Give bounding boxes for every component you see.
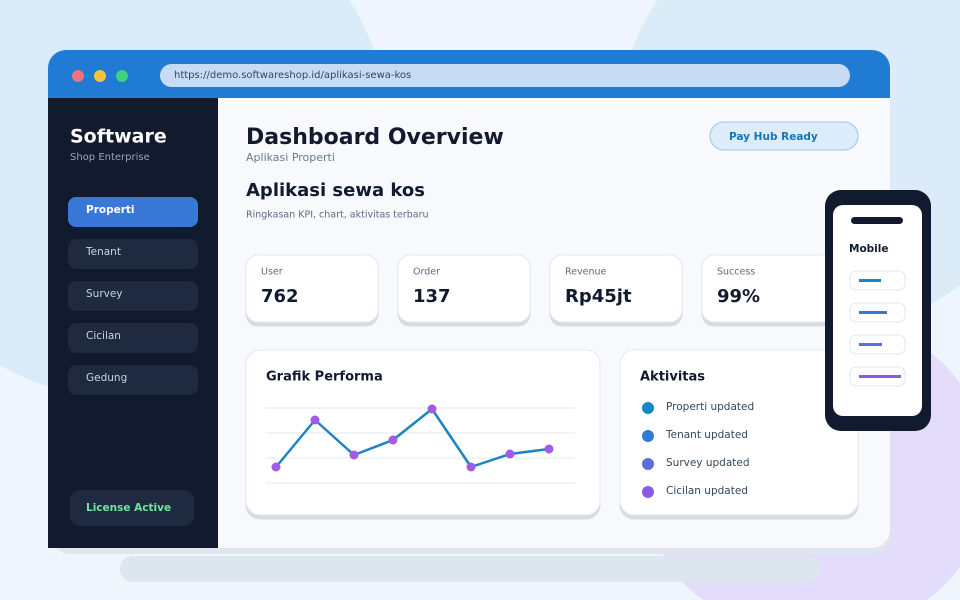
line xyxy=(275,407,550,469)
activity-dot xyxy=(642,458,654,470)
kpi-label: User xyxy=(261,267,283,278)
phone-title: Mobile xyxy=(849,243,889,255)
url: https://demo.softwareshop.id/aplikasi-se… xyxy=(174,70,411,81)
page-title: Dashboard Overview xyxy=(246,125,504,150)
badge[interactable] xyxy=(709,121,859,151)
phone-row-bar xyxy=(859,279,881,282)
activity-item: Tenant updated xyxy=(665,429,748,441)
phone-row-bar xyxy=(859,375,901,378)
section-title: Aplikasi sewa kos xyxy=(246,180,425,201)
menu-label: Survey xyxy=(86,288,123,300)
maximize-dot[interactable] xyxy=(116,70,128,82)
menu-item[interactable] xyxy=(68,323,198,353)
activity-dot xyxy=(642,402,654,414)
marker xyxy=(310,415,320,425)
kpi-card xyxy=(245,254,379,323)
activity-card xyxy=(619,349,859,516)
activity-item: Survey updated xyxy=(666,457,750,469)
url-bar[interactable] xyxy=(160,64,850,87)
menu-label: Properti xyxy=(86,204,135,216)
menu-label: Gedung xyxy=(86,372,127,384)
activity-title: Aktivitas xyxy=(640,370,705,385)
marker xyxy=(388,435,398,445)
kpi-label: Revenue xyxy=(565,267,607,278)
kpi-value: 137 xyxy=(413,286,451,307)
marker xyxy=(427,404,437,414)
menu-label: Cicilan xyxy=(86,330,121,342)
section-subtitle: Ringkasan KPI, chart, aktivitas terbaru xyxy=(246,210,429,221)
activity-item: Cicilan updated xyxy=(666,485,748,497)
kpi-card xyxy=(397,254,531,323)
activity-dot xyxy=(642,486,654,498)
marker xyxy=(505,449,515,459)
marker xyxy=(271,462,281,472)
phone-notch xyxy=(851,217,903,224)
brand: Software xyxy=(70,126,167,148)
kpi-value: 99% xyxy=(717,286,760,307)
shadow-bar xyxy=(120,556,820,582)
marker xyxy=(544,444,554,454)
license-status: License Active xyxy=(86,502,171,514)
menu-item[interactable] xyxy=(68,365,198,395)
phone-row-bar xyxy=(859,311,887,314)
badge-text: Pay Hub Ready xyxy=(729,131,818,143)
kpi-value: 762 xyxy=(261,286,299,307)
menu-label: Tenant xyxy=(85,246,121,258)
close-dot[interactable] xyxy=(72,70,84,82)
menu-item[interactable] xyxy=(68,281,198,311)
activity-dot xyxy=(642,430,654,442)
chart-title: Grafik Performa xyxy=(266,370,383,385)
page-subtitle: Aplikasi Properti xyxy=(246,151,335,164)
license-box xyxy=(70,490,194,526)
activity-item: Properti updated xyxy=(666,401,754,413)
kpi-label: Success xyxy=(717,267,755,278)
marker xyxy=(349,450,359,460)
phone-rows xyxy=(849,270,906,387)
marker xyxy=(466,462,476,472)
phone-row-bar xyxy=(859,343,882,346)
menu-item[interactable] xyxy=(68,239,198,269)
kpi-card xyxy=(549,254,683,323)
brand-subtitle: Shop Enterprise xyxy=(70,152,150,163)
minimize-dot[interactable] xyxy=(94,70,106,82)
kpi-label: Order xyxy=(413,267,440,278)
menu-item[interactable] xyxy=(68,197,198,227)
kpi-value: Rp45jt xyxy=(565,286,632,307)
